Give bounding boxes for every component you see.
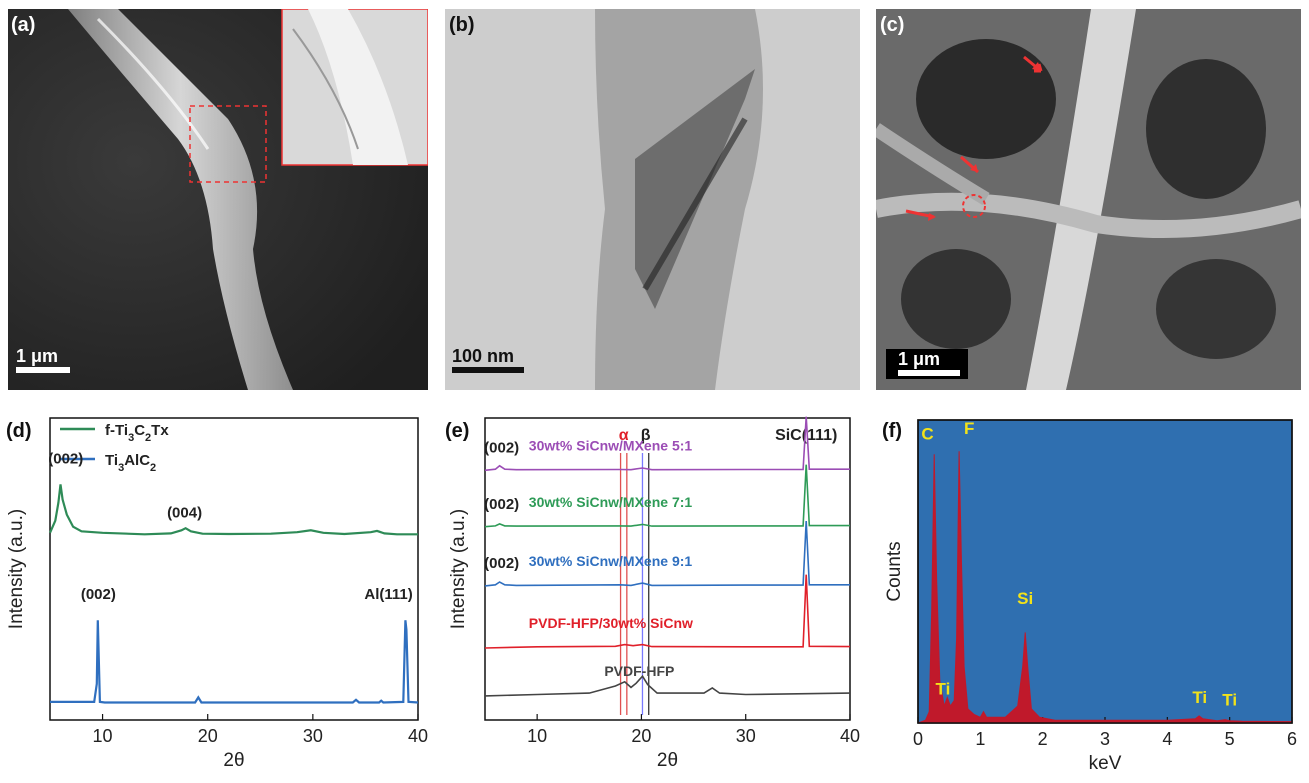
x-tick-label: 20 bbox=[631, 726, 651, 746]
element-label: Si bbox=[1017, 589, 1033, 608]
x-tick-label: 5 bbox=[1225, 729, 1235, 749]
plot-frame bbox=[484, 417, 851, 721]
scale-bar-a: 1 μm bbox=[16, 346, 70, 373]
scale-bar-line bbox=[16, 367, 70, 373]
sem-image-a bbox=[8, 9, 428, 390]
sem-image-a-drawing bbox=[8, 9, 428, 390]
x-axis-label: 2θ bbox=[657, 750, 678, 771]
xrd-chart-d: 10 20 30 40 2θ Intensity (a.u.) f-Ti3C2Tx Ti3Al… bbox=[6, 417, 428, 771]
sem-image-c bbox=[876, 9, 1301, 390]
phase-label: SiC(111) bbox=[775, 427, 837, 444]
legend-label: f-Ti3C2Tx bbox=[105, 422, 169, 444]
plot-background bbox=[918, 420, 1292, 723]
plot-frame bbox=[917, 419, 1293, 724]
phase-label: β bbox=[641, 427, 651, 444]
x-axis-label: 2θ bbox=[223, 750, 244, 771]
spectrum-area bbox=[917, 451, 1293, 724]
series-line bbox=[50, 620, 419, 704]
y-axis-label: Intensity (a.u.) bbox=[448, 509, 469, 629]
series-label: PVDF-HFP/30wt% SiCnw bbox=[529, 615, 693, 631]
panel-label-c: (c) bbox=[880, 14, 905, 36]
x-tick-label: 0 bbox=[913, 729, 923, 749]
series-line bbox=[484, 574, 851, 649]
xrd-chart-e: 10 20 30 40 2θ Intensity (a.u.) α β SiC(111) PVDF… bbox=[448, 416, 860, 771]
tem-image-b bbox=[445, 9, 860, 390]
scale-bar-c: 1 μm bbox=[886, 349, 968, 379]
series-line bbox=[484, 416, 850, 472]
peak-annotation: (004) bbox=[167, 505, 202, 522]
element-label: Ti bbox=[936, 679, 951, 698]
scale-bar-label: 100 nm bbox=[452, 346, 515, 366]
scale-bar-line bbox=[452, 367, 524, 373]
tem-image-b-drawing bbox=[445, 9, 860, 390]
x-tick-label: 30 bbox=[303, 726, 323, 746]
phase-label: α bbox=[619, 427, 629, 444]
plot-frame bbox=[49, 417, 419, 721]
x-tick-label: 20 bbox=[198, 726, 218, 746]
x-tick-label: 40 bbox=[408, 726, 428, 746]
series-line bbox=[484, 464, 850, 528]
x-tick-label: 40 bbox=[840, 726, 860, 746]
x-tick-label: 10 bbox=[527, 726, 547, 746]
x-axis-label: keV bbox=[1089, 753, 1122, 774]
x-tick-label: 4 bbox=[1162, 729, 1172, 749]
x-tick-label: 1 bbox=[975, 729, 985, 749]
series-label: 30wt% SiCnw/MXene 7:1 bbox=[529, 494, 693, 510]
x-tick-label: 30 bbox=[736, 726, 756, 746]
y-axis-label: Counts bbox=[884, 541, 905, 601]
scale-bar-label: 1 μm bbox=[898, 349, 941, 369]
x-tick-label: 6 bbox=[1287, 729, 1297, 749]
panel-label-e: (e) bbox=[445, 420, 470, 442]
series-label: PVDF-HFP bbox=[604, 663, 674, 679]
peak-annotation: (002) bbox=[484, 440, 519, 457]
panel-label-b: (b) bbox=[449, 14, 475, 36]
scale-bar-label: 1 μm bbox=[16, 346, 59, 366]
peak-annotation: (002) bbox=[48, 450, 83, 467]
legend-label: Ti3AlC2 bbox=[105, 452, 156, 474]
element-label: Ti bbox=[1192, 688, 1207, 707]
series-label: 30wt% SiCnw/MXene 5:1 bbox=[529, 438, 693, 454]
x-tick-label: 3 bbox=[1100, 729, 1110, 749]
series-line bbox=[48, 484, 418, 536]
sem-image-c-drawing bbox=[876, 9, 1301, 390]
series-label: 30wt% SiCnw/MXene 9:1 bbox=[529, 553, 693, 569]
element-label: C bbox=[921, 425, 933, 444]
element-label: Ti bbox=[1222, 691, 1237, 710]
scale-bar-b: 100 nm bbox=[452, 346, 524, 373]
series-line bbox=[484, 521, 850, 587]
element-label: F bbox=[964, 419, 974, 438]
y-axis-label: Intensity (a.u.) bbox=[6, 509, 27, 629]
scale-bar-line bbox=[898, 370, 960, 376]
x-tick-label: 10 bbox=[93, 726, 113, 746]
peak-annotation: (002) bbox=[484, 555, 519, 572]
panel-label-f: (f) bbox=[882, 420, 902, 442]
peak-annotation: (002) bbox=[484, 496, 519, 513]
eds-chart-f: 0 1 2 3 4 5 6 keV Counts C F Si Ti Ti Ti bbox=[884, 419, 1297, 774]
panel-label-a: (a) bbox=[11, 14, 36, 36]
panel-label-d: (d) bbox=[6, 420, 32, 442]
series-line bbox=[484, 674, 851, 697]
peak-annotation: Al(111) bbox=[364, 586, 412, 603]
peak-annotation: (002) bbox=[81, 586, 116, 603]
x-tick-label: 2 bbox=[1038, 729, 1048, 749]
